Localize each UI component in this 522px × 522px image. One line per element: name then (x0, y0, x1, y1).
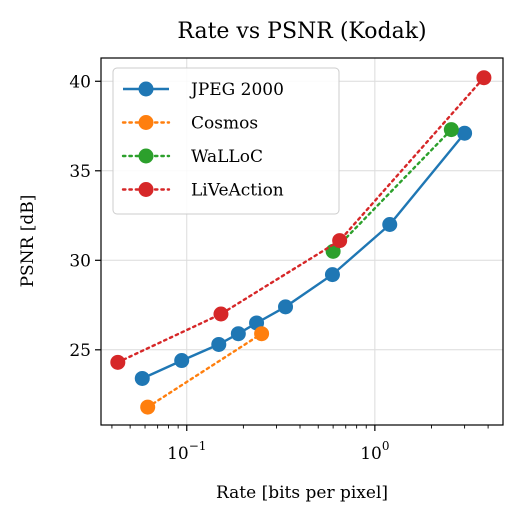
y-tick-label: 40 (69, 72, 91, 92)
legend-label-walloc: WaLLoC (191, 147, 263, 167)
ticks: 25 30 35 40 10−1 100 (69, 72, 489, 464)
point-jpeg-2000 (278, 299, 294, 315)
point-liveaction (213, 306, 229, 322)
legend-marker-liveaction (138, 182, 154, 197)
point-jpeg-2000 (457, 125, 473, 141)
y-tick-label: 30 (69, 251, 91, 271)
point-walloc (325, 243, 341, 259)
point-jpeg-2000 (134, 370, 150, 386)
x-tick-label: 10−1 (167, 439, 206, 464)
point-jpeg-2000 (382, 216, 398, 232)
point-jpeg-2000 (211, 336, 227, 352)
series-line-liveaction (116, 76, 486, 364)
series-line-cosmos (146, 332, 263, 409)
legend-marker-jpeg-2000 (138, 81, 154, 97)
legend: JPEG 2000 Cosmos WaLLoC LiVeAction (112, 67, 340, 215)
x-axis-label: Rate [bits per pixel] (216, 483, 388, 503)
legend-label-liveaction: LiVeAction (191, 181, 284, 201)
point-liveaction (110, 354, 126, 370)
plot-frame (100, 57, 504, 426)
point-jpeg-2000 (324, 267, 340, 283)
y-tick-label: 25 (69, 341, 91, 361)
point-cosmos (254, 326, 270, 342)
y-tick-label: 35 (69, 162, 91, 182)
legend-box (112, 67, 340, 215)
point-jpeg-2000 (230, 326, 246, 342)
point-liveaction (476, 70, 492, 86)
point-jpeg-2000 (174, 353, 190, 369)
x-tick-label: 100 (360, 439, 389, 464)
point-cosmos (140, 399, 156, 415)
point-liveaction (332, 233, 348, 249)
legend-label-jpeg-2000: JPEG 2000 (189, 80, 284, 100)
legend-marker-cosmos (138, 115, 154, 130)
series-layer (110, 70, 492, 415)
y-axis-label: PSNR [dB] (18, 195, 38, 288)
point-walloc (443, 122, 459, 138)
chart-title: Rate vs PSNR (Kodak) (177, 19, 426, 44)
series-line-walloc (331, 128, 453, 253)
legend-marker-walloc (138, 148, 154, 164)
legend-label-cosmos: Cosmos (191, 114, 258, 134)
